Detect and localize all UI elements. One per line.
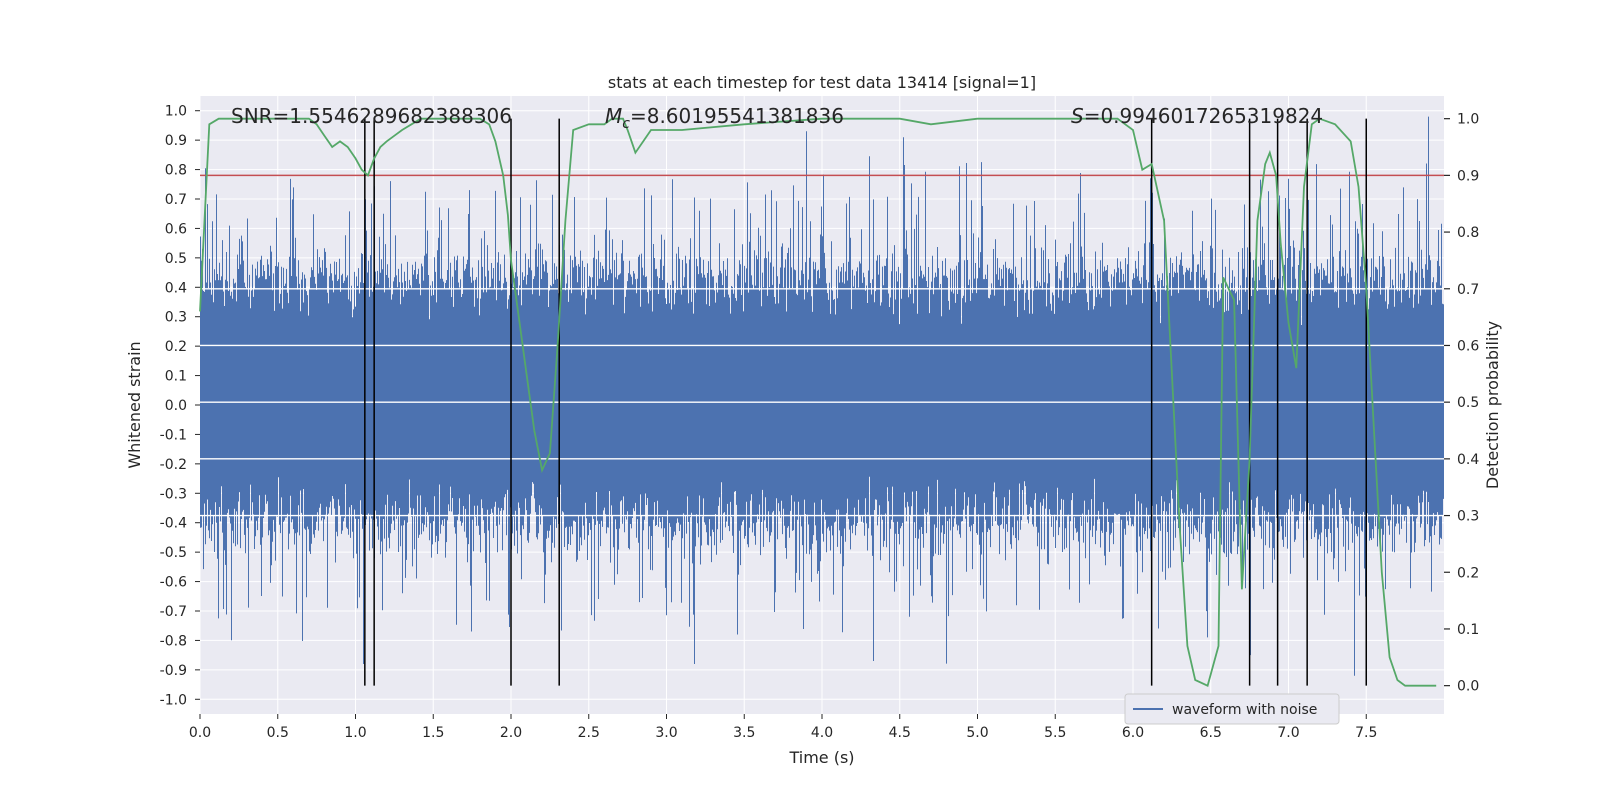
x-tick-label: 1.5 bbox=[422, 725, 444, 741]
y-tick-label: 0.9 bbox=[165, 133, 187, 149]
y-tick-label: -0.4 bbox=[160, 516, 187, 532]
y2-tick-label: 0.1 bbox=[1457, 622, 1479, 638]
x-tick-label: 0.5 bbox=[267, 725, 289, 741]
y-tick-label: -0.6 bbox=[160, 575, 187, 591]
y-tick-label: 0.7 bbox=[165, 192, 187, 208]
legend-box bbox=[1124, 693, 1340, 725]
legend: waveform with noise bbox=[1124, 693, 1340, 725]
x-tick-label: 3.5 bbox=[733, 725, 755, 741]
y-tick-label: 0.1 bbox=[165, 369, 187, 385]
s-annotation: S=0.9946017265319824 bbox=[1071, 104, 1323, 128]
x-tick-label: 3.0 bbox=[655, 725, 677, 741]
legend-label: waveform with noise bbox=[1172, 702, 1317, 718]
y-tick-label: 0.8 bbox=[165, 163, 187, 179]
x-axis-label: Time (s) bbox=[788, 748, 854, 767]
chart-title: stats at each timestep for test data 134… bbox=[608, 73, 1036, 92]
y-tick-label: -0.5 bbox=[160, 545, 187, 561]
detection-probability-line bbox=[199, 117, 1437, 687]
x-tick-label: 1.0 bbox=[344, 725, 366, 741]
y2-tick-label: 0.2 bbox=[1457, 565, 1479, 581]
x-tick-label: 5.0 bbox=[966, 725, 988, 741]
y-tick-label: 0.0 bbox=[165, 398, 187, 414]
y2-axis-ticks: 1.0 0.9 0.8 0.7 0.6 0.5 0.4 0.3 0.2 0.1 0.0 bbox=[1444, 112, 1479, 695]
chirp-mass-subscript: c bbox=[622, 116, 630, 132]
y-tick-label: 1.0 bbox=[165, 104, 187, 120]
x-tick-label: 0.0 bbox=[189, 725, 211, 741]
chirp-mass-symbol: M bbox=[605, 104, 622, 128]
x-tick-label: 7.0 bbox=[1277, 725, 1299, 741]
y-axis-ticks: 1.0 0.9 0.8 0.7 0.6 0.5 0.4 0.3 0.2 0.1 0.0 -0.1 -0.… bbox=[160, 104, 200, 708]
y-tick-label: 0.2 bbox=[165, 339, 187, 355]
y-tick-label: 0.4 bbox=[165, 280, 187, 296]
y2-axis-label: Detection probability bbox=[1483, 321, 1502, 489]
y2-tick-label: 0.4 bbox=[1457, 452, 1479, 468]
x-tick-label: 6.0 bbox=[1122, 725, 1144, 741]
chirp-mass-value: =8.60195541381836 bbox=[630, 104, 844, 128]
y2-tick-label: 0.6 bbox=[1457, 338, 1479, 354]
snr-annotation: SNR=1.5546289682388306 bbox=[231, 104, 512, 128]
y2-tick-label: 0.7 bbox=[1457, 282, 1479, 298]
x-tick-label: 2.5 bbox=[578, 725, 600, 741]
x-tick-label: 4.5 bbox=[889, 725, 911, 741]
detection-probability-series bbox=[199, 117, 1437, 687]
y2-tick-label: 0.5 bbox=[1457, 395, 1479, 411]
chirp-mass-annotation: Mc=8.60195541381836 bbox=[605, 104, 844, 132]
x-tick-label: 4.0 bbox=[811, 725, 833, 741]
s-symbol: S bbox=[1071, 104, 1084, 128]
y-tick-label: 0.5 bbox=[165, 251, 187, 267]
y-tick-label: -0.8 bbox=[160, 633, 187, 649]
y2-tick-label: 0.0 bbox=[1457, 679, 1479, 695]
y-tick-label: -0.2 bbox=[160, 457, 187, 473]
y-axis-label: Whitened strain bbox=[125, 341, 144, 468]
y2-tick-label: 0.8 bbox=[1457, 225, 1479, 241]
y-tick-label: 0.6 bbox=[165, 221, 187, 237]
x-tick-label: 7.5 bbox=[1355, 725, 1377, 741]
y-tick-label: -0.9 bbox=[160, 663, 187, 679]
y-tick-label: -0.1 bbox=[160, 427, 187, 443]
y-tick-label: -0.3 bbox=[160, 486, 187, 502]
x-tick-label: 2.0 bbox=[500, 725, 522, 741]
y2-tick-label: 1.0 bbox=[1457, 112, 1479, 128]
y-tick-label: -1.0 bbox=[160, 692, 187, 708]
vertical-markers bbox=[364, 118, 1367, 686]
y2-tick-label: 0.9 bbox=[1457, 168, 1479, 184]
x-tick-label: 5.5 bbox=[1044, 725, 1066, 741]
x-tick-label: 6.5 bbox=[1200, 725, 1222, 741]
y-tick-label: 0.3 bbox=[165, 310, 187, 326]
s-value: =0.9946017265319824 bbox=[1084, 104, 1323, 128]
y2-tick-label: 0.3 bbox=[1457, 509, 1479, 525]
y-tick-label: -0.7 bbox=[160, 604, 187, 620]
x-axis-ticks: 0.0 0.5 1.0 1.5 2.0 2.5 3.0 3.5 4.0 4.5 5.0 5.5 6.0 6… bbox=[189, 714, 1377, 741]
